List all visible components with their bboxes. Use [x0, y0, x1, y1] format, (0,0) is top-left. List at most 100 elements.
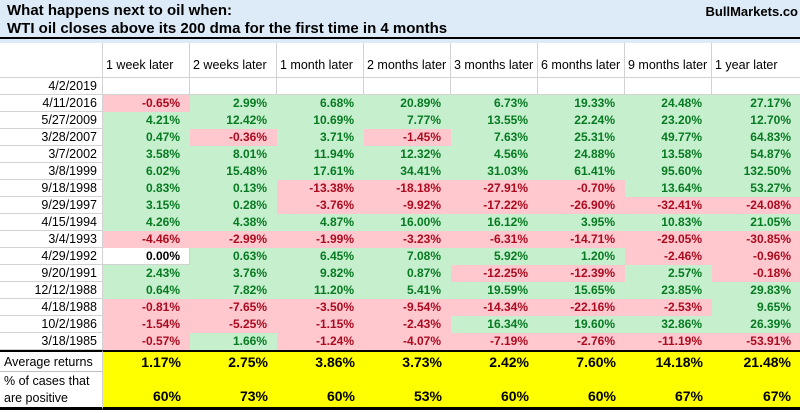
return-cell: 64.83% — [712, 129, 800, 146]
return-cell: -11.19% — [625, 333, 712, 350]
column-header: 2 weeks later — [190, 43, 277, 78]
return-cell: 11.94% — [277, 146, 364, 163]
percent-positive-cell: 67% — [712, 372, 800, 410]
return-cell: 2.99% — [190, 95, 277, 112]
return-cell: -3.76% — [277, 197, 364, 214]
average-return-cell: 1.17% — [103, 350, 190, 372]
date-cell: 10/2/1986 — [0, 316, 103, 333]
percent-positive-cell: 60% — [103, 372, 190, 410]
return-cell: 24.48% — [625, 95, 712, 112]
table-row: 3/4/1993 -4.46% -2.99% -1.99% -3.23% -6.31% -1… — [0, 231, 800, 248]
return-cell: -6.31% — [451, 231, 538, 248]
return-cell: -9.54% — [364, 299, 451, 316]
return-cell: 9.65% — [712, 299, 800, 316]
percent-positive-label: % of cases that are positive — [0, 372, 103, 410]
table-row: 12/12/1988 0.64% 7.82% 11.20% 5.41% 19.59% 15.… — [0, 282, 800, 299]
return-cell: 3.95% — [538, 214, 625, 231]
return-cell: 1.20% — [538, 248, 625, 265]
return-cell: -0.36% — [190, 129, 277, 146]
return-cell: 13.55% — [451, 112, 538, 129]
average-return-cell: 3.86% — [277, 350, 364, 372]
return-cell: 0.47% — [103, 129, 190, 146]
return-cell: -30.85% — [712, 231, 800, 248]
return-cell: -22.16% — [538, 299, 625, 316]
table-row: 5/27/2009 4.21% 12.42% 10.69% 7.77% 13.55% 22.… — [0, 112, 800, 129]
return-cell: 6.68% — [277, 95, 364, 112]
return-cell: 23.85% — [625, 282, 712, 299]
return-cell: 16.34% — [451, 316, 538, 333]
return-cell: -12.25% — [451, 265, 538, 282]
return-cell: -4.07% — [364, 333, 451, 350]
return-cell: 54.87% — [712, 146, 800, 163]
return-cell: -26.90% — [538, 197, 625, 214]
return-cell — [277, 78, 364, 95]
average-return-cell: 14.18% — [625, 350, 712, 372]
average-return-cell: 3.73% — [364, 350, 451, 372]
return-cell: -14.34% — [451, 299, 538, 316]
return-cell: 19.33% — [538, 95, 625, 112]
date-cell: 12/12/1988 — [0, 282, 103, 299]
return-cell: 3.15% — [103, 197, 190, 214]
return-cell: 7.77% — [364, 112, 451, 129]
return-cell: 0.87% — [364, 265, 451, 282]
average-return-cell: 2.42% — [451, 350, 538, 372]
return-cell: -1.24% — [277, 333, 364, 350]
return-cell: -0.70% — [538, 180, 625, 197]
return-cell: 49.77% — [625, 129, 712, 146]
return-cell: 12.70% — [712, 112, 800, 129]
return-cell: 25.31% — [538, 129, 625, 146]
return-cell: -4.46% — [103, 231, 190, 248]
return-cell: 1.66% — [190, 333, 277, 350]
return-cell: -0.65% — [103, 95, 190, 112]
return-cell: -12.39% — [538, 265, 625, 282]
page-title: What happens next to oil when: — [7, 2, 232, 19]
return-cell: -53.91% — [712, 333, 800, 350]
return-cell: 0.83% — [103, 180, 190, 197]
date-cell: 3/7/2002 — [0, 146, 103, 163]
return-cell: -1.45% — [364, 129, 451, 146]
return-cell: 19.60% — [538, 316, 625, 333]
title-block: What happens next to oil when: WTI oil c… — [0, 0, 800, 39]
return-cell — [103, 78, 190, 95]
return-cell: -29.05% — [625, 231, 712, 248]
return-cell: -17.22% — [451, 197, 538, 214]
return-cell: -14.71% — [538, 231, 625, 248]
return-cell: 12.32% — [364, 146, 451, 163]
table-row: 3/18/1985 -0.57% 1.66% -1.24% -4.07% -7.19% -2… — [0, 333, 800, 350]
column-header: 1 week later — [103, 43, 190, 78]
return-cell: 13.58% — [625, 146, 712, 163]
date-cell: 4/2/2019 — [0, 78, 103, 95]
return-cell: -2.76% — [538, 333, 625, 350]
return-cell: 9.82% — [277, 265, 364, 282]
table-row: 4/15/1994 4.26% 4.38% 4.87% 16.00% 16.12% 3.95… — [0, 214, 800, 231]
return-cell: -0.96% — [712, 248, 800, 265]
return-cell: -7.19% — [451, 333, 538, 350]
date-cell: 3/4/1993 — [0, 231, 103, 248]
return-cell: -32.41% — [625, 197, 712, 214]
percent-positive-row: % of cases that are positive 60% 73% 60% 53… — [0, 372, 800, 410]
return-cell: 15.65% — [538, 282, 625, 299]
return-cell: -13.38% — [277, 180, 364, 197]
column-header: 6 months later — [538, 43, 625, 78]
date-cell: 4/18/1988 — [0, 299, 103, 316]
return-cell: -1.99% — [277, 231, 364, 248]
date-cell: 3/8/1999 — [0, 163, 103, 180]
returns-table-body: 4/2/2019 4/11/2016 -0.65% 2.99% 6.68% 20.89% 6… — [0, 78, 800, 350]
return-cell: 10.69% — [277, 112, 364, 129]
return-cell: 17.61% — [277, 163, 364, 180]
return-cell: -9.92% — [364, 197, 451, 214]
percent-positive-cell: 67% — [625, 372, 712, 410]
return-cell: -18.18% — [364, 180, 451, 197]
return-cell: 4.38% — [190, 214, 277, 231]
return-cell: 29.83% — [712, 282, 800, 299]
date-cell: 9/20/1991 — [0, 265, 103, 282]
return-cell: 95.60% — [625, 163, 712, 180]
return-cell: 7.82% — [190, 282, 277, 299]
return-cell: 3.71% — [277, 129, 364, 146]
return-cell: 61.41% — [538, 163, 625, 180]
return-cell: -7.65% — [190, 299, 277, 316]
table-row: 4/11/2016 -0.65% 2.99% 6.68% 20.89% 6.73% 19.3… — [0, 95, 800, 112]
return-cell: 5.41% — [364, 282, 451, 299]
percent-positive-cell: 60% — [277, 372, 364, 410]
return-cell: 13.64% — [625, 180, 712, 197]
